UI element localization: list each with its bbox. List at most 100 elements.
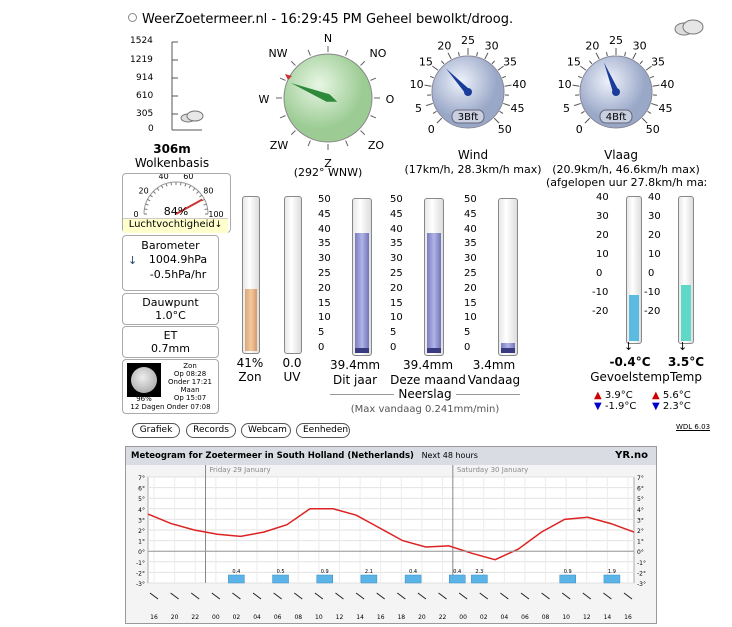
sun-value: 41% [232, 356, 268, 370]
meteogram-ytick: -2° [136, 570, 145, 577]
records-button[interactable]: Records [186, 423, 236, 438]
cloudbase-scale [162, 38, 222, 134]
compass-tick [291, 131, 295, 135]
gust-bft: 4Bft [606, 112, 627, 123]
rain-maxrate: (Max vandaag 0.241mm/min) [330, 404, 520, 415]
gust-tick [651, 103, 658, 105]
graph-button[interactable]: Grafiek [132, 423, 180, 438]
wind-tick [477, 52, 478, 56]
meteogram-precip-bar [228, 575, 244, 583]
meteogram-wind-arrow [459, 593, 467, 599]
temp-tick: 30 [648, 211, 661, 222]
temp-tick: 20 [648, 230, 661, 241]
compass-label: ZO [368, 139, 385, 152]
feels-tick: 40 [596, 192, 609, 203]
wind-tick-label: 25 [461, 34, 475, 47]
wind-tick-label: 5 [415, 102, 422, 115]
meteogram-precip-bar [471, 575, 487, 583]
barometer-panel[interactable]: Barometer ↓ 1004.9hPa -0.5hPa/hr [122, 235, 219, 291]
rain-month-tick: 25 [390, 268, 403, 279]
rain-month-value: 39.4mm [390, 358, 466, 372]
meteogram-precip-bar [604, 575, 620, 583]
meteogram-hour: 12 [583, 614, 591, 621]
meteogram-precip-bar [405, 575, 421, 583]
rain-month-label: Deze maand [390, 373, 466, 387]
meteogram-hour: 02 [233, 614, 241, 621]
compass-tick [370, 78, 376, 80]
meteogram-ytick-right: 6° [637, 486, 644, 493]
meteogram-wind-arrow [191, 593, 199, 599]
meteogram-precip-label: 2.3 [475, 569, 483, 575]
meteogram-header: Meteogram for Zoetermeer in South Hollan… [126, 447, 656, 465]
gust-tick [650, 76, 654, 78]
version-link[interactable]: WDL 6.03 [676, 423, 710, 431]
gust-tick [642, 118, 647, 123]
page-title: WeerZoetermeer.nl - 16:29:45 PM Geheel b… [128, 12, 513, 27]
rain-month-fill [427, 233, 441, 353]
gust-tick-label: 45 [658, 102, 672, 115]
meteogram-ytick: -1° [136, 560, 145, 567]
feels-lo: ▼ -1.9°C [594, 401, 636, 412]
compass-tick [346, 50, 348, 56]
wind-tick-label: 30 [485, 40, 499, 53]
gust-tick [596, 53, 599, 59]
compass-tick [280, 78, 286, 80]
gust-hub [612, 88, 620, 96]
rain-today-base [501, 348, 515, 353]
meteogram-hour: 04 [253, 614, 261, 621]
compass-tick [361, 61, 365, 65]
sun-bar [242, 196, 260, 354]
meteogram-ytick: 7° [138, 475, 145, 482]
sunset: Onder 17:21 [163, 378, 217, 386]
meteogram-hour: 16 [377, 614, 385, 621]
gust-tick [625, 52, 626, 56]
wind-tick-label: 45 [510, 102, 524, 115]
meteogram-ytick-right: 2° [637, 528, 644, 535]
humidity-tick-label: 40 [159, 174, 169, 181]
meteogram-hour: 06 [274, 614, 282, 621]
meteogram[interactable]: Meteogram for Zoetermeer in South Hollan… [125, 446, 657, 624]
meteogram-ytick-right: 3° [637, 517, 644, 524]
humidity-tick [166, 184, 167, 187]
compass-label: NW [268, 47, 287, 60]
uv-value: 0.0 [274, 356, 310, 370]
meteogram-ytick: 0° [138, 549, 145, 556]
gust-label: Vlaag [546, 148, 696, 162]
gust-tick [578, 76, 582, 78]
wind-tick [432, 66, 438, 70]
compass-label: ZW [270, 139, 289, 152]
rain-year-label: Dit jaar [330, 373, 380, 387]
webcam-button[interactable]: Webcam [241, 423, 291, 438]
humidity-tick [146, 204, 149, 205]
meteogram-wind-arrow [274, 593, 282, 599]
wind-tick-label: 0 [428, 123, 435, 136]
meteogram-wind-arrow [583, 593, 591, 599]
gust-tick-label: 40 [660, 78, 674, 91]
sunrise: Op 08:28 [163, 370, 217, 378]
cloudbase-panel: 1524 1219 914 610 305 0 306m Wolkenbasis [122, 36, 222, 171]
gust-tick [648, 111, 651, 113]
rain-year-fill [355, 233, 369, 353]
et-title: ET [123, 329, 218, 342]
arrow-down-icon: ↓ [678, 340, 687, 353]
meteogram-hour: 00 [459, 614, 467, 621]
wind-detail: (17km/h, 28.3km/h max) [398, 163, 548, 176]
compass-tick [346, 140, 348, 146]
temp-lo: ▼ 2.3°C [652, 401, 691, 412]
wind-tick [430, 76, 434, 78]
meteogram-wind-arrow [418, 593, 426, 599]
cloudbase-tick: 305 [136, 109, 153, 119]
wind-tick-label: 40 [512, 78, 526, 91]
site-name[interactable]: WeerZoetermeer.nl [142, 12, 267, 27]
units-button[interactable]: Eenheden [296, 423, 350, 438]
meteogram-subtitle: Next 48 hours [422, 451, 478, 460]
meteogram-ytick: 4° [138, 507, 145, 514]
temp-tick: -20 [644, 306, 660, 317]
rain-year-tick: 35 [318, 238, 331, 249]
meteogram-precip-label: 0.4 [453, 569, 461, 575]
wind-tick [505, 85, 512, 86]
gust-tick-label: 5 [563, 102, 570, 115]
